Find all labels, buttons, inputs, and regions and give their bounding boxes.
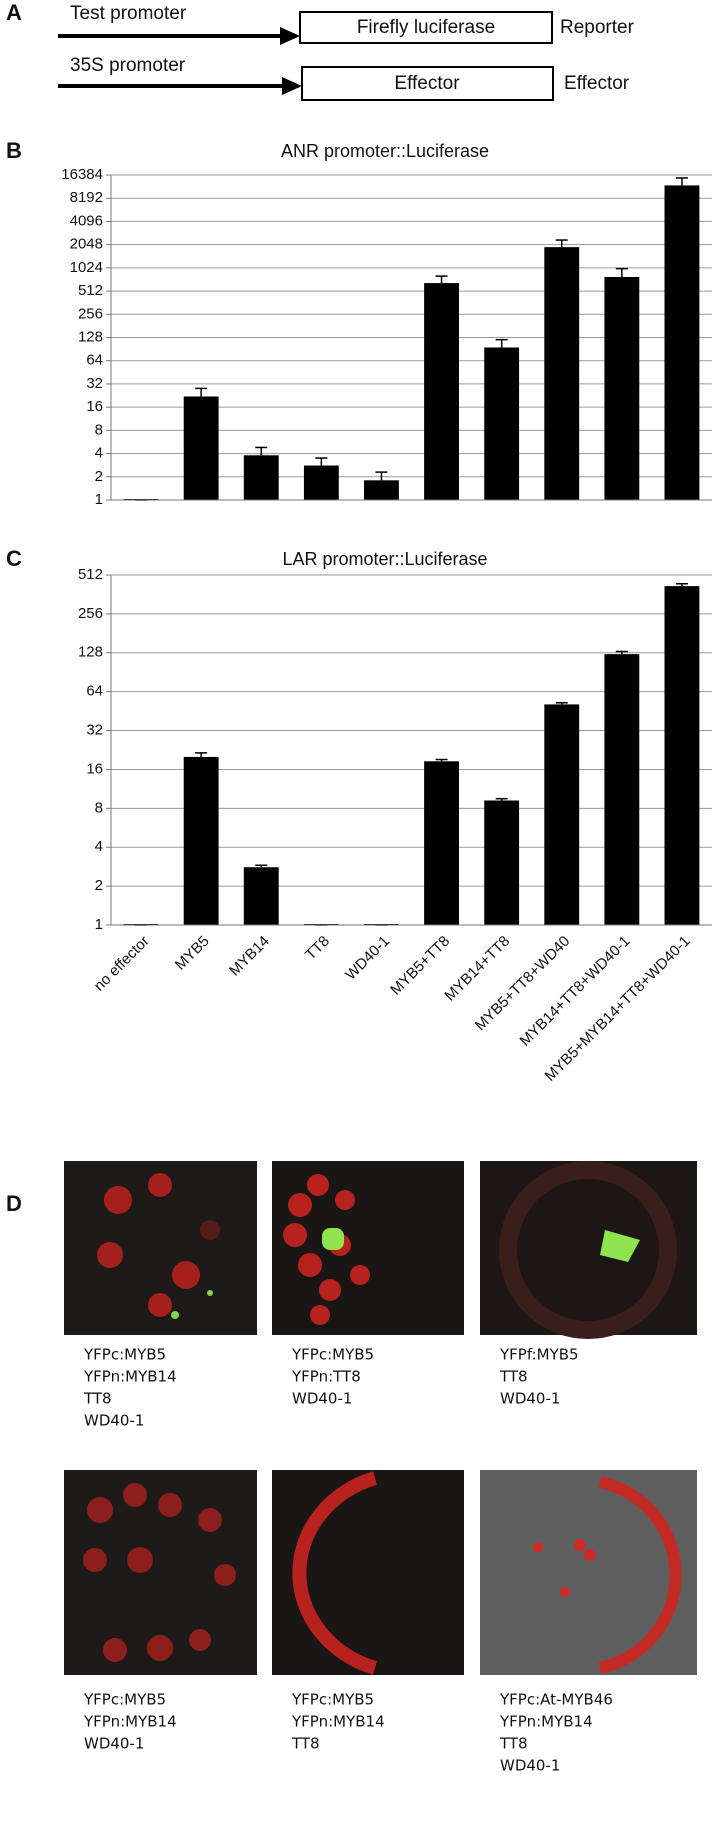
caption-line: TT8: [499, 1368, 528, 1386]
x-tick-label: MYB5: [172, 933, 213, 974]
gene-label: Firefly luciferase: [357, 17, 495, 38]
bar: [424, 761, 459, 925]
bar: [484, 800, 520, 925]
bar: [364, 480, 399, 500]
caption-line: YFPc:At-MYB46: [499, 1691, 613, 1709]
micrograph: [480, 1161, 697, 1339]
caption-line: WD40-1: [500, 1757, 560, 1775]
caption-line: YFPn:TT8: [291, 1368, 361, 1386]
bar: [604, 654, 640, 925]
panel-label: B: [6, 138, 22, 163]
y-tick-label: 1: [95, 491, 103, 508]
bar: [183, 396, 219, 500]
caption-line: WD40-1: [84, 1735, 144, 1753]
bar: [243, 867, 279, 925]
y-tick-label: 8192: [70, 189, 103, 206]
caption-line: WD40-1: [292, 1390, 352, 1408]
bar: [664, 185, 700, 501]
effector-construct: 35S promoter Effector Effector: [58, 55, 630, 101]
y-tick-label: 512: [78, 566, 103, 583]
caption-line: WD40-1: [84, 1412, 144, 1430]
y-tick-label: 8: [95, 421, 103, 438]
y-tick-label: 16: [86, 398, 103, 415]
x-tick-label: TT8: [302, 933, 333, 964]
image-bg: [272, 1161, 464, 1335]
y-tick-label: 16384: [61, 166, 103, 183]
y-tick-label: 128: [78, 644, 103, 661]
x-tick-label: MYB5+TT8: [387, 933, 453, 999]
x-tick-label: no effector: [91, 933, 153, 995]
image-bg: [480, 1470, 697, 1675]
bar: [424, 283, 459, 500]
caption-line: YFPn:MYB14: [291, 1713, 385, 1731]
promoter-label: 35S promoter: [70, 55, 186, 76]
arrow-head: [282, 77, 302, 95]
caption-line: YFPf:MYB5: [499, 1346, 579, 1364]
caption-line: YFPn:MYB14: [499, 1713, 593, 1731]
panel-label: D: [6, 1191, 22, 1216]
caption-line: TT8: [291, 1735, 320, 1753]
chart-title: ANR promoter::Luciferase: [281, 141, 489, 161]
role-label: Reporter: [560, 17, 635, 38]
chart-title: LAR promoter::Luciferase: [282, 549, 487, 569]
bar: [664, 586, 700, 925]
y-tick-label: 4096: [70, 212, 103, 229]
caption-line: YFPn:MYB14: [83, 1368, 177, 1386]
bar: [544, 704, 580, 925]
caption-line: YFPc:MYB5: [83, 1691, 166, 1709]
promoter-label: Test promoter: [70, 3, 187, 24]
micrograph: [272, 1161, 464, 1335]
y-tick-label: 2: [95, 877, 103, 894]
bar: [544, 247, 580, 500]
y-tick-label: 2048: [70, 236, 103, 253]
gene-label: Effector: [394, 73, 460, 94]
y-tick-label: 1024: [70, 259, 103, 276]
y-tick-label: 512: [78, 282, 103, 299]
bar: [604, 276, 640, 500]
panel-label: A: [6, 0, 22, 25]
caption-line: TT8: [499, 1735, 528, 1753]
bar: [243, 455, 279, 500]
y-tick-label: 4: [95, 445, 103, 462]
gene-box: [299, 11, 553, 44]
y-tick-label: 8: [95, 799, 103, 816]
y-tick-label: 256: [78, 305, 103, 322]
bar: [484, 347, 520, 500]
gene-box: [301, 66, 554, 101]
y-tick-label: 128: [78, 328, 103, 345]
bar: [303, 465, 339, 500]
y-tick-label: 1: [95, 916, 103, 933]
x-tick-label: MYB14: [226, 933, 273, 980]
reporter-construct: Test promoter Firefly luciferase Reporte…: [58, 3, 635, 45]
caption-line: YFPc:MYB5: [83, 1346, 166, 1364]
arrow-head: [280, 27, 300, 45]
caption-line: WD40-1: [500, 1390, 560, 1408]
panel-label: C: [6, 546, 22, 571]
micrograph: [64, 1161, 257, 1335]
caption-line: TT8: [83, 1390, 112, 1408]
bar: [183, 756, 219, 925]
y-tick-label: 64: [86, 683, 103, 700]
x-tick-label: WD40-1: [342, 933, 393, 984]
y-tick-label: 4: [95, 838, 103, 855]
y-tick-label: 32: [86, 722, 103, 739]
micrograph: [480, 1470, 697, 1675]
caption-line: YFPc:MYB5: [291, 1346, 374, 1364]
caption-line: YFPc:MYB5: [291, 1691, 374, 1709]
y-tick-label: 32: [86, 375, 103, 392]
micrograph: [64, 1470, 257, 1675]
role-label: Effector: [564, 73, 630, 94]
y-tick-label: 16: [86, 760, 103, 777]
y-tick-label: 2: [95, 468, 103, 485]
caption-line: YFPn:MYB14: [83, 1713, 177, 1731]
micrograph: [272, 1470, 464, 1675]
y-tick-label: 256: [78, 605, 103, 622]
x-tick-label: MYB14+TT8+WD40-1: [517, 933, 634, 1050]
y-tick-label: 64: [86, 352, 103, 369]
